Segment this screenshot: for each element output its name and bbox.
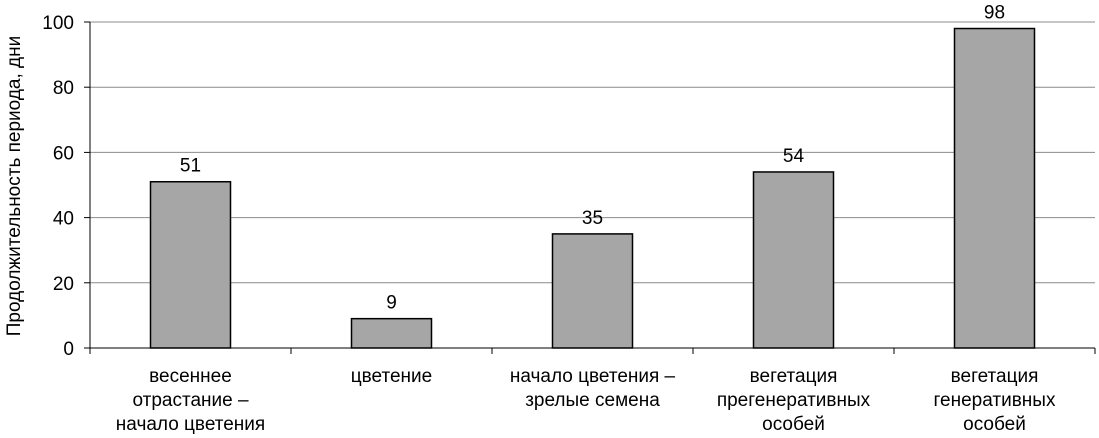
- data-label: 54: [783, 146, 805, 167]
- data-label: 35: [582, 208, 603, 229]
- bar: [149, 180, 232, 349]
- x-category-label: цветение: [351, 366, 432, 387]
- data-label: 51: [180, 156, 201, 177]
- y-tick-label: 100: [42, 13, 74, 34]
- x-category-label: вегетация генеративных особей: [934, 366, 1056, 435]
- bar: [953, 27, 1036, 349]
- data-label: 9: [386, 293, 397, 314]
- data-labels: 51 9 35 54 98: [180, 3, 1005, 314]
- axes: [84, 21, 1096, 354]
- bar: [752, 171, 835, 349]
- y-tick-label: 40: [53, 209, 74, 230]
- x-category-label: начало цветения – зрелые семена: [510, 366, 676, 411]
- bar: [551, 233, 634, 349]
- bars: [149, 27, 1036, 349]
- x-category-label: вегетация прегенеративных особей: [717, 366, 871, 435]
- gridlines: [90, 21, 1095, 284]
- y-tick-label: 0: [63, 339, 74, 360]
- y-tick-label: 20: [53, 274, 74, 295]
- y-axis-label: Продолжительность периода, дни: [4, 36, 25, 336]
- bar: [350, 317, 433, 349]
- y-tick-label: 60: [53, 143, 74, 164]
- x-category-label: весеннее отрастание – начало цветения: [116, 366, 265, 435]
- x-category-labels: весеннее отрастание – начало цветения цвете…: [116, 366, 1056, 435]
- y-tick-label: 80: [53, 78, 74, 99]
- data-label: 98: [984, 3, 1005, 24]
- y-tick-labels: 0 20 40 60 80 100: [42, 13, 74, 360]
